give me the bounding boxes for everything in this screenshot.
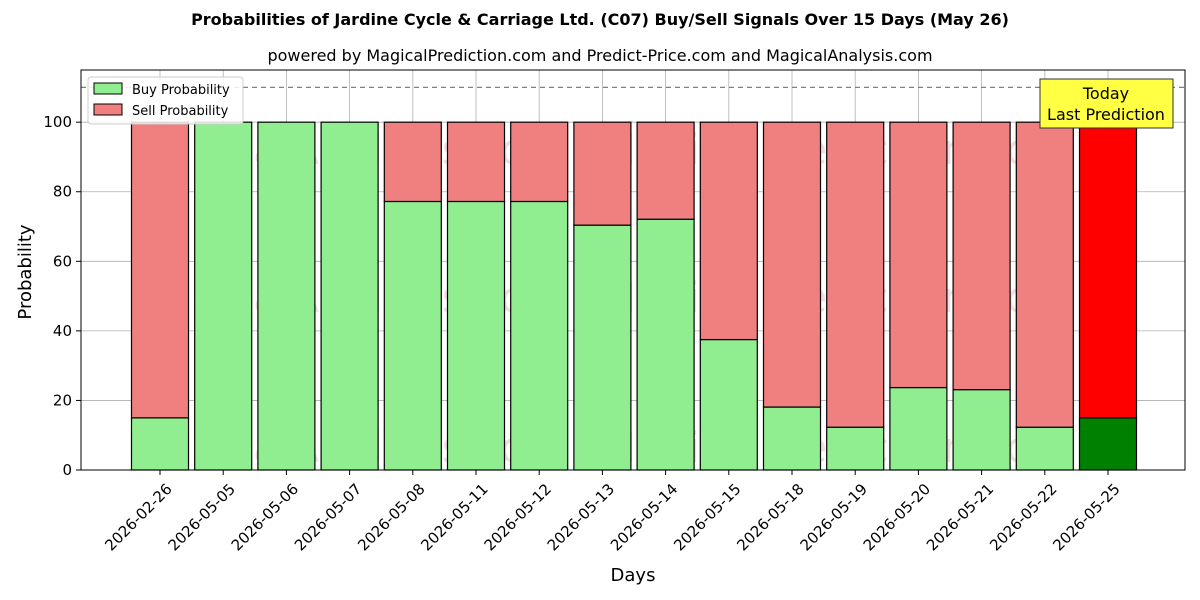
legend-swatch-sell xyxy=(93,103,123,116)
bar-sell xyxy=(699,121,758,341)
x-tick-label: 2026-05-20 xyxy=(860,480,934,554)
bars-layer xyxy=(130,121,1138,471)
x-tick-label: 2026-05-12 xyxy=(481,480,555,554)
chart-title: Probabilities of Jardine Cycle & Carriag… xyxy=(191,10,1009,29)
annotation-line1: Today xyxy=(1082,84,1129,103)
x-tick-label: 2026-05-18 xyxy=(733,480,807,554)
x-tick-label: 2026-05-11 xyxy=(417,480,491,554)
bar-sell xyxy=(383,121,442,203)
bar-buy xyxy=(762,406,822,471)
bar-buy xyxy=(699,338,758,471)
legend-label-buy: Buy Probability xyxy=(132,83,230,98)
y-tick-label: 20 xyxy=(53,391,72,409)
x-tick-label: 2026-05-22 xyxy=(986,480,1060,554)
bar-buy xyxy=(383,200,442,471)
bar-sell xyxy=(510,121,569,203)
x-tick-label: 2026-05-15 xyxy=(670,480,744,554)
bar-sell xyxy=(1015,121,1074,428)
legend-label-sell: Sell Probability xyxy=(132,104,229,119)
x-tick-label: 2026-05-05 xyxy=(165,480,239,554)
bar-buy xyxy=(1015,426,1074,471)
today-annotation: Today Last Prediction xyxy=(1039,78,1174,129)
bar-sell xyxy=(762,121,822,408)
y-axis-label: Probability xyxy=(15,224,36,319)
x-tick-label: 2026-02-26 xyxy=(101,480,175,554)
x-tick-label: 2026-05-13 xyxy=(544,480,618,554)
bar-sell xyxy=(446,121,506,203)
x-tick-label: 2026-05-19 xyxy=(797,480,871,554)
bar-buy xyxy=(510,200,569,471)
x-tick-label: 2026-05-08 xyxy=(354,480,428,554)
x-axis: 2026-02-262026-05-052026-05-062026-05-07… xyxy=(101,470,1124,554)
y-tick-label: 0 xyxy=(62,461,72,479)
bar-sell xyxy=(1078,121,1138,419)
x-axis-label: Days xyxy=(611,565,656,586)
y-tick-label: 40 xyxy=(53,322,72,340)
bar-sell xyxy=(130,121,190,419)
chart-subtitle: powered by MagicalPrediction.com and Pre… xyxy=(267,46,933,65)
legend-swatch-buy xyxy=(93,82,123,95)
bar-sell xyxy=(826,121,885,428)
bar-buy xyxy=(889,386,948,471)
bar-buy xyxy=(573,224,632,471)
bar-buy xyxy=(446,200,506,471)
bar-buy xyxy=(636,218,695,471)
x-tick-label: 2026-05-14 xyxy=(607,480,681,554)
annotation-line2: Last Prediction xyxy=(1047,105,1165,124)
legend: Buy Probability Sell Probability xyxy=(87,76,244,125)
bar-buy xyxy=(320,121,379,471)
bar-buy xyxy=(952,389,1011,471)
bar-buy xyxy=(1078,417,1138,471)
y-tick-label: 80 xyxy=(53,183,72,201)
bar-sell xyxy=(889,121,948,389)
x-tick-label: 2026-05-07 xyxy=(291,480,365,554)
bar-buy xyxy=(257,121,316,471)
bar-sell xyxy=(636,121,695,220)
bar-buy xyxy=(826,426,885,471)
bar-sell xyxy=(952,121,1011,391)
y-tick-label: 60 xyxy=(53,252,72,270)
x-tick-label: 2026-05-25 xyxy=(1049,480,1123,554)
y-axis: 0 20 40 60 80 100 xyxy=(43,113,81,479)
y-tick-label: 100 xyxy=(43,113,72,131)
x-tick-label: 2026-05-21 xyxy=(923,480,997,554)
plot-area xyxy=(80,69,1186,471)
bar-buy xyxy=(194,121,253,471)
bar-buy xyxy=(130,417,190,471)
x-tick-label: 2026-05-06 xyxy=(228,480,302,554)
bar-sell xyxy=(573,121,632,226)
